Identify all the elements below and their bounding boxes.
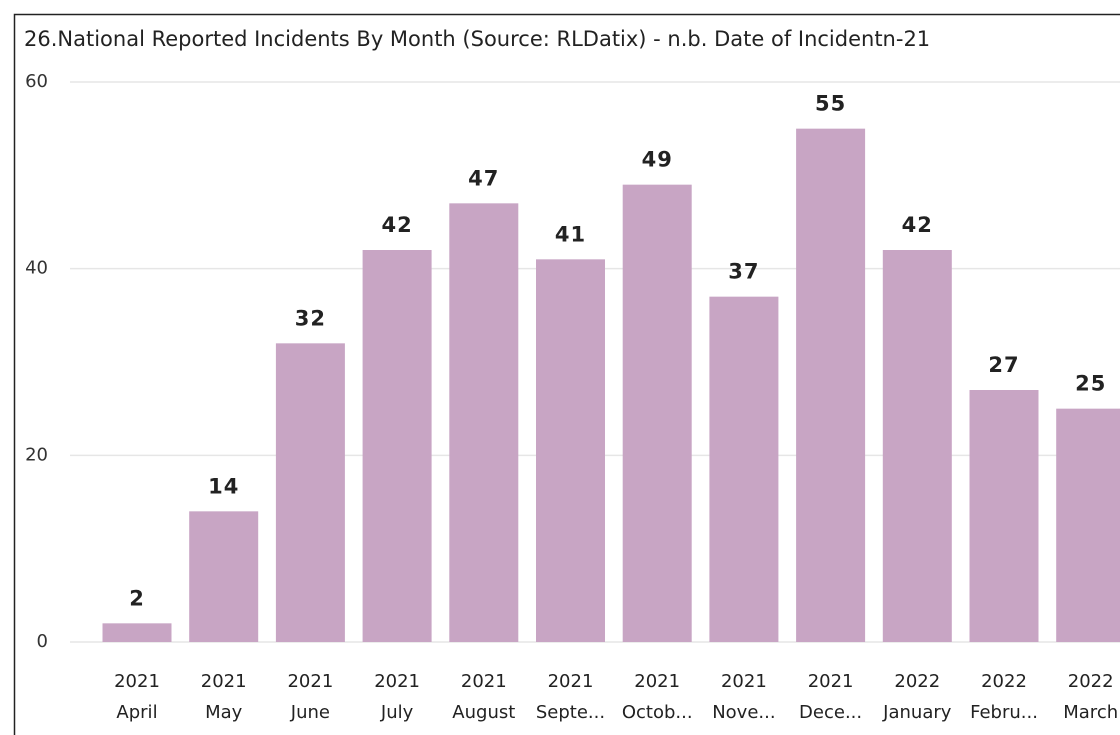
bar <box>622 184 692 642</box>
value-label: 47 <box>468 166 499 190</box>
x-tick-year: 2021 <box>287 671 333 692</box>
bar <box>709 296 779 642</box>
bar <box>796 128 866 642</box>
value-label: 32 <box>295 306 326 330</box>
value-label: 49 <box>642 148 673 172</box>
x-tick-year: 2021 <box>374 671 420 692</box>
x-tick-month: August <box>452 702 515 723</box>
bar <box>969 390 1039 642</box>
value-label: 25 <box>1075 372 1106 396</box>
x-tick-month: May <box>205 702 243 723</box>
bar <box>882 250 952 642</box>
bar <box>275 343 345 642</box>
y-tick-label: 40 <box>25 258 48 279</box>
chart-title: 26.National Reported Incidents By Month … <box>24 27 930 51</box>
bar <box>449 203 519 643</box>
x-tick-year: 2022 <box>1068 671 1114 692</box>
x-tick-month: Nove... <box>712 702 775 723</box>
value-label: 42 <box>902 213 933 237</box>
x-tick-month: Dece... <box>799 702 862 723</box>
x-tick-month: June <box>290 702 330 723</box>
frame <box>13 13 1120 735</box>
value-label: 2 <box>129 586 145 610</box>
value-label: 55 <box>815 92 846 116</box>
x-tick-year: 2021 <box>461 671 507 692</box>
x-tick-month: July <box>380 702 414 723</box>
x-tick-year: 2021 <box>548 671 594 692</box>
x-tick-month: April <box>116 702 157 723</box>
x-tick-month: Febru... <box>970 702 1038 723</box>
x-tick-year: 2021 <box>808 671 854 692</box>
x-tick-month: March <box>1063 702 1118 723</box>
bar <box>362 250 432 642</box>
x-tick-month: Septe... <box>536 702 605 723</box>
bar <box>189 511 259 642</box>
x-tick-year: 2022 <box>981 671 1027 692</box>
y-tick-label: 0 <box>37 631 48 652</box>
x-tick-year: 2021 <box>201 671 247 692</box>
value-label: 42 <box>381 213 412 237</box>
value-label: 37 <box>728 260 759 284</box>
x-tick-year: 2021 <box>114 671 160 692</box>
y-tick-label: 20 <box>25 444 48 465</box>
x-tick-month: January <box>882 702 952 723</box>
bar <box>102 623 172 642</box>
bar <box>536 259 605 642</box>
y-tick-label: 60 <box>25 71 48 92</box>
x-tick-month: Octob... <box>622 702 693 723</box>
value-label: 41 <box>555 222 586 246</box>
value-label: 14 <box>208 474 239 498</box>
x-tick-year: 2022 <box>894 671 940 692</box>
bar <box>1056 408 1120 642</box>
x-tick-year: 2021 <box>721 671 767 692</box>
value-label: 27 <box>988 353 1019 377</box>
x-tick-year: 2021 <box>634 671 680 692</box>
